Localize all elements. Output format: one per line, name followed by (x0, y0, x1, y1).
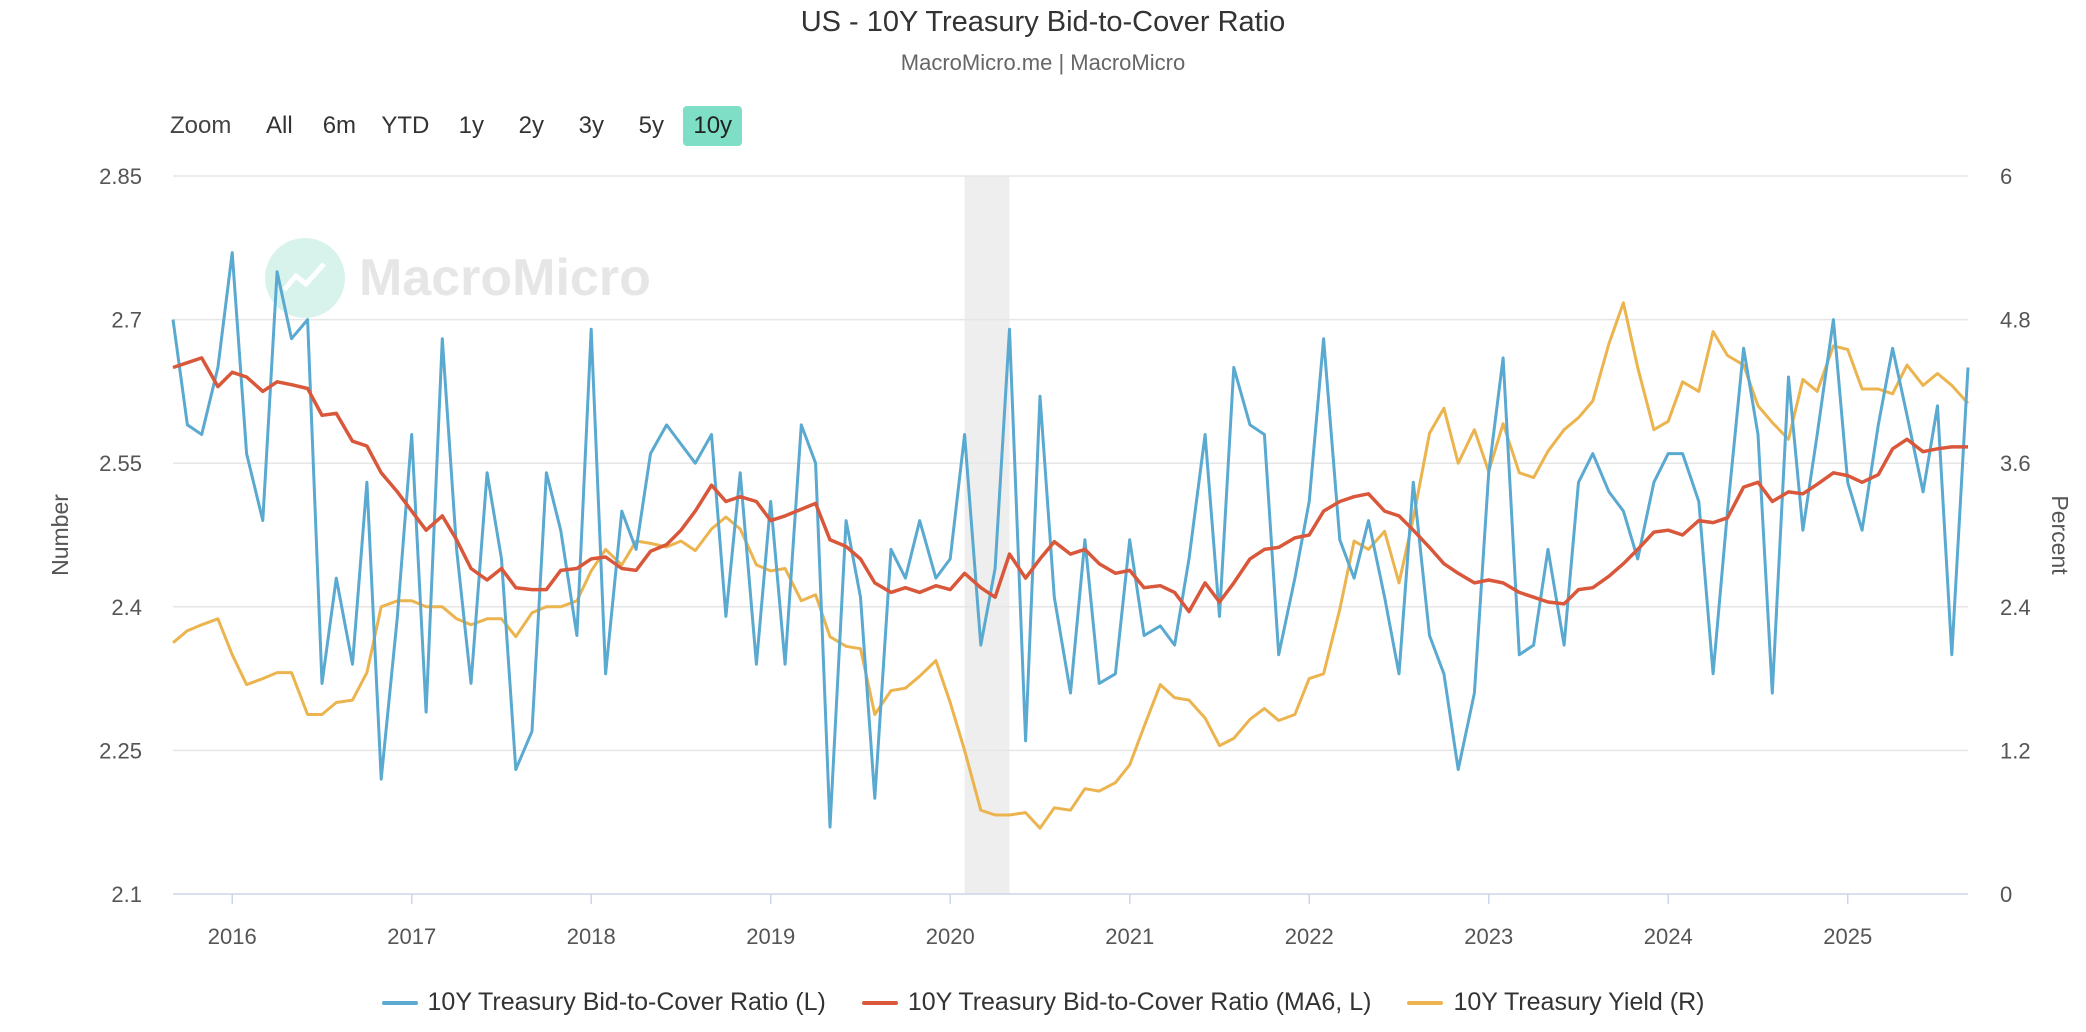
zoom-6m-button[interactable]: 6m (322, 112, 357, 139)
legend-swatch-ma6 (861, 1000, 898, 1005)
y-tick-right: 0 (2000, 882, 2012, 907)
y-tick-left: 2.7 (111, 308, 142, 333)
legend-swatch-ratio (381, 1000, 418, 1005)
zoom-range-selector: Zoom All 6m YTD 1y 2y 3y 5y 10y (170, 104, 746, 148)
series-line-bid-to-cover-ma6 (172, 356, 1968, 614)
x-tick-label: 2017 (387, 924, 436, 949)
series-line-bid-to-cover (171, 251, 1970, 829)
x-tick-label: 2018 (567, 924, 616, 949)
x-tick-label: 2024 (1644, 924, 1693, 949)
legend-item-ma6[interactable]: 10Y Treasury Bid-to-Cover Ratio (MA6, L) (861, 988, 1372, 1017)
watermark-text: MacroMicro (359, 249, 651, 307)
legend-swatch-yield (1407, 1000, 1444, 1005)
y-tick-right: 1.2 (2000, 738, 2031, 763)
legend-item-ratio[interactable]: 10Y Treasury Bid-to-Cover Ratio (L) (381, 988, 826, 1017)
y-tick-right: 3.6 (2000, 451, 2031, 476)
zoom-all-button[interactable]: All (266, 112, 293, 139)
legend-item-yield[interactable]: 10Y Treasury Yield (R) (1407, 988, 1704, 1017)
zoom-ytd-button[interactable]: YTD (381, 112, 430, 139)
zoom-2y-button[interactable]: 2y (518, 112, 545, 139)
zoom-5y-button[interactable]: 5y (638, 112, 665, 139)
chart-subtitle: MacroMicro.me | MacroMicro (900, 50, 1186, 75)
legend-label-ma6: 10Y Treasury Bid-to-Cover Ratio (MA6, L) (907, 988, 1372, 1016)
zoom-3y-button[interactable]: 3y (578, 112, 605, 139)
y-tick-right: 4.8 (2000, 308, 2031, 333)
y-tick-right: 6 (2000, 164, 2012, 189)
chart-legend: 10Y Treasury Bid-to-Cover Ratio (L) 10Y … (0, 988, 2086, 1017)
x-tick-label: 2023 (1464, 924, 1513, 949)
legend-label-ratio: 10Y Treasury Bid-to-Cover Ratio (L) (427, 988, 826, 1016)
zoom-label: Zoom (170, 112, 232, 139)
zoom-1y-button[interactable]: 1y (458, 112, 485, 139)
y-axis-label-right: Percent (2047, 495, 2073, 575)
y-tick-left: 2.25 (99, 738, 142, 763)
x-tick-label: 2022 (1285, 924, 1334, 949)
y-tick-left: 2.4 (111, 595, 142, 620)
y-tick-left: 2.1 (111, 882, 142, 907)
x-tick-label: 2016 (208, 924, 257, 949)
y-tick-left: 2.55 (99, 451, 142, 476)
y-axis-label-left: Number (47, 494, 73, 576)
series-line-yield (172, 301, 1970, 830)
x-tick-label: 2020 (926, 924, 975, 949)
y-tick-left: 2.85 (99, 164, 142, 189)
x-tick-label: 2019 (746, 924, 795, 949)
legend-label-yield: 10Y Treasury Yield (R) (1453, 988, 1705, 1016)
x-tick-label: 2021 (1105, 924, 1154, 949)
x-tick-label: 2025 (1823, 924, 1872, 949)
zoom-10y-button[interactable]: 10y (683, 106, 743, 146)
y-tick-right: 2.4 (2000, 595, 2031, 620)
chart-title: US - 10Y Treasury Bid-to-Cover Ratio (800, 6, 1286, 38)
